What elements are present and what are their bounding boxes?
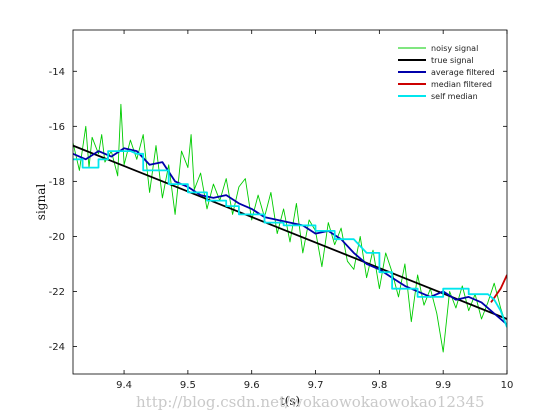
series-line-true-signal [73, 144, 507, 320]
series-layer [73, 103, 507, 353]
plot-frame [72, 29, 508, 375]
watermark-text: http://blog.csdn.net/wokaowokaowokao1234… [136, 393, 485, 411]
y-tick-label: -22 [49, 287, 65, 298]
legend-label-noisy-signal: noisy signal [431, 44, 478, 53]
legend-label-median-filtered: median filtered [431, 80, 492, 89]
y-tick-label: -24 [49, 342, 65, 353]
x-tick-label: 10 [501, 380, 514, 391]
legend-label-self-median: self median [431, 92, 478, 101]
x-tick-label: 9.5 [180, 380, 196, 391]
x-axis-label: t(s) [280, 394, 300, 408]
y-tick-label: -20 [49, 232, 65, 243]
x-tick-label: 9.8 [371, 380, 387, 391]
series-line-average-filtered [73, 147, 507, 326]
x-tick-label: 9.4 [116, 380, 132, 391]
legend: noisy signal true signal average filtered m… [394, 40, 500, 103]
y-axis-label: signal [34, 184, 48, 221]
x-tick-label: 9.9 [435, 380, 451, 391]
y-tick-label: -14 [49, 67, 65, 78]
y-tick-label: -18 [49, 177, 65, 188]
legend-label-true-signal: true signal [431, 56, 474, 65]
series-line-median-filtered [490, 274, 507, 303]
ticks-layer: 9.4 9.5 9.6 9.7 9.8 9.9 10 -14 -16 -18 -20 -22 -24 [49, 30, 514, 391]
y-tick-label: -16 [49, 122, 65, 133]
x-tick-label: 9.7 [308, 380, 324, 391]
legend-label-average-filtered: average filtered [431, 68, 495, 77]
series-line-self-median [73, 150, 507, 328]
x-tick-label: 9.6 [244, 380, 260, 391]
